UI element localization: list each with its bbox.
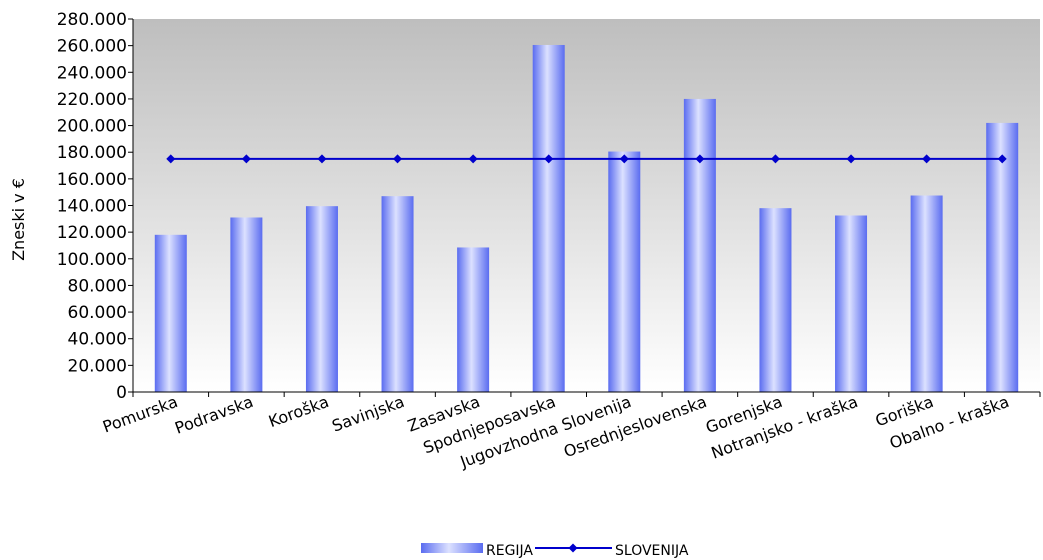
bar [230, 217, 263, 392]
line-marker [468, 154, 478, 164]
line-marker [619, 154, 629, 164]
y-axis-title: Zneski v € [9, 178, 28, 261]
y-tick-label: 40.000 [68, 330, 127, 350]
x-category-label: Podravska [172, 392, 256, 438]
bar [381, 196, 414, 392]
bar [457, 247, 490, 392]
bar [835, 215, 868, 392]
legend-marker-slovenija [568, 543, 578, 553]
y-tick-label: 160.000 [57, 170, 127, 190]
bar [683, 98, 716, 392]
y-tick-label: 180.000 [57, 143, 127, 163]
y-tick-label: 200.000 [57, 117, 127, 137]
y-tick-label: 120.000 [57, 223, 127, 243]
x-category-label: Koroška [266, 392, 331, 431]
bar [910, 195, 943, 392]
line-marker [317, 154, 327, 164]
bar-series [154, 44, 1019, 393]
y-tick-labels: 0 20.000 40.000 60.000 80.000 100.000 120.000 1… [57, 10, 133, 403]
legend: REGIJA SLOVENIJA [421, 543, 689, 559]
line-marker [166, 154, 176, 164]
x-category-label: Pomurska [100, 392, 180, 437]
bar [608, 151, 641, 392]
line-marker [922, 154, 932, 164]
plot-area [133, 19, 1040, 392]
line-series [166, 154, 1007, 164]
bar [986, 122, 1019, 393]
legend-swatch-regija [421, 543, 483, 553]
line-marker [997, 154, 1007, 164]
line-marker [846, 154, 856, 164]
legend-label-regija: REGIJA [486, 543, 533, 559]
x-category-label: Savinjska [329, 392, 407, 436]
y-tick-label: 260.000 [57, 37, 127, 57]
y-tick-label: 100.000 [57, 250, 127, 270]
y-tick-label: 60.000 [68, 303, 127, 323]
legend-label-slovenija: SLOVENIJA [615, 543, 689, 559]
line-marker [695, 154, 705, 164]
y-tick-label: 140.000 [57, 197, 127, 217]
y-tick-label: 0 [116, 383, 127, 403]
bar [759, 208, 792, 392]
y-tick-label: 220.000 [57, 90, 127, 110]
line-marker [770, 154, 780, 164]
y-tick-label: 20.000 [68, 356, 127, 376]
bar [532, 44, 565, 393]
line-marker [544, 154, 554, 164]
y-tick-label: 240.000 [57, 63, 127, 83]
line-marker [241, 154, 251, 164]
line-marker [393, 154, 403, 164]
bar [305, 206, 338, 392]
y-tick-label: 280.000 [57, 10, 127, 30]
y-tick-label: 80.000 [68, 276, 127, 296]
bar [154, 234, 187, 392]
